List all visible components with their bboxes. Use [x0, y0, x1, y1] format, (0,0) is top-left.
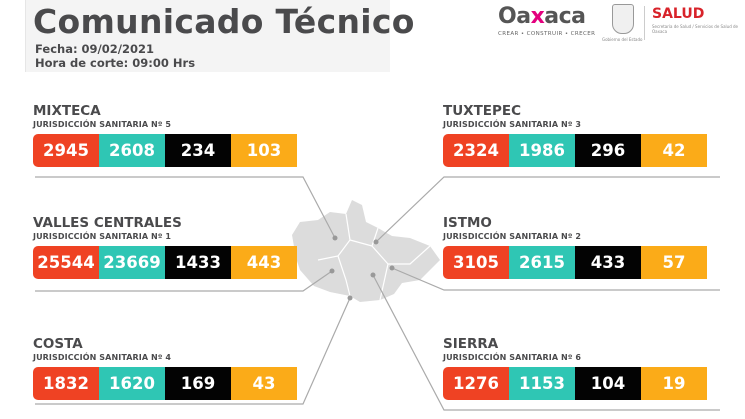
oaxaca-logo-text-a: Oa [498, 4, 531, 29]
salud-subtitle: Secretaría de Salud / Servicios de Salud… [652, 24, 739, 34]
region-jurisdiction: JURISDICCIÓN SANITARIA Nº 4 [33, 353, 172, 362]
stat-red: 1832 [33, 367, 99, 400]
stat-black: 433 [575, 246, 641, 279]
leader-lines [35, 176, 720, 411]
region-name: ISTMO [443, 215, 492, 231]
stat-orange: 103 [231, 134, 297, 167]
cut-time: Hora de corte: 09:00 Hrs [35, 56, 196, 70]
stat-red: 3105 [443, 246, 509, 279]
stat-red: 1276 [443, 367, 509, 400]
region-jurisdiction: JURISDICCIÓN SANITARIA Nº 3 [443, 120, 582, 129]
oaxaca-tagline: CREAR • CONSTRUIR • CRECER [498, 31, 596, 37]
stat-orange: 43 [231, 367, 297, 400]
stat-black: 104 [575, 367, 641, 400]
region-mixteca: MIXTECA JURISDICCIÓN SANITARIA Nº 5 2945… [33, 104, 303, 167]
region-tuxtepec: TUXTEPEC JURISDICCIÓN SANITARIA Nº 3 232… [443, 104, 713, 167]
region-name: TUXTEPEC [443, 103, 522, 119]
stat-black: 169 [165, 367, 231, 400]
map-points [329, 235, 395, 301]
stat-black: 296 [575, 134, 641, 167]
stat-orange: 42 [641, 134, 707, 167]
stat-red: 2945 [33, 134, 99, 167]
stats-bar: 2324 1986 296 42 [443, 134, 713, 167]
region-name: MIXTECA [33, 103, 101, 119]
stat-black: 1433 [165, 246, 231, 279]
stats-bar: 1276 1153 104 19 [443, 367, 713, 400]
region-name: SIERRA [443, 336, 499, 352]
stats-bar: 25544 23669 1433 443 [33, 246, 303, 279]
oaxaca-logo: Oaxaca [498, 4, 586, 29]
region-sierra: SIERRA JURISDICCIÓN SANITARIA Nº 6 1276 … [443, 337, 713, 400]
region-jurisdiction: JURISDICCIÓN SANITARIA Nº 6 [443, 353, 582, 362]
stat-teal: 2615 [509, 246, 575, 279]
stats-bar: 3105 2615 433 57 [443, 246, 713, 279]
stat-teal: 1620 [99, 367, 165, 400]
stat-black: 234 [165, 134, 231, 167]
stat-orange: 19 [641, 367, 707, 400]
stat-red: 25544 [33, 246, 99, 279]
region-valles-centrales: VALLES CENTRALES JURISDICCIÓN SANITARIA … [33, 216, 303, 279]
stat-orange: 57 [641, 246, 707, 279]
state-shield-icon [612, 4, 634, 34]
oaxaca-logo-text-b: aca [544, 4, 586, 29]
stat-teal: 2608 [99, 134, 165, 167]
report-date: Fecha: 09/02/2021 [35, 42, 154, 56]
stat-red: 2324 [443, 134, 509, 167]
stat-teal: 1986 [509, 134, 575, 167]
logo-divider [644, 6, 645, 40]
region-istmo: ISTMO JURISDICCIÓN SANITARIA Nº 2 3105 2… [443, 216, 713, 279]
region-name: VALLES CENTRALES [33, 215, 182, 231]
region-jurisdiction: JURISDICCIÓN SANITARIA Nº 1 [33, 232, 172, 241]
logos: Oaxaca CREAR • CONSTRUIR • CRECER Gobier… [494, 4, 744, 44]
stat-teal: 1153 [509, 367, 575, 400]
map-state-shape [292, 200, 440, 302]
page-title: Comunicado Técnico [33, 2, 415, 41]
region-jurisdiction: JURISDICCIÓN SANITARIA Nº 5 [33, 120, 172, 129]
salud-logo: SALUD [652, 6, 705, 22]
shield-caption: Gobierno del Estado [602, 37, 643, 42]
region-jurisdiction: JURISDICCIÓN SANITARIA Nº 2 [443, 232, 582, 241]
stat-teal: 23669 [99, 246, 165, 279]
map-region-borders [317, 213, 431, 301]
region-name: COSTA [33, 336, 83, 352]
region-costa: COSTA JURISDICCIÓN SANITARIA Nº 4 1832 1… [33, 337, 303, 400]
oaxaca-logo-x-icon: x [530, 4, 545, 29]
stats-bar: 1832 1620 169 43 [33, 367, 303, 400]
stats-bar: 2945 2608 234 103 [33, 134, 303, 167]
header-background [25, 0, 390, 72]
stat-orange: 443 [231, 246, 297, 279]
